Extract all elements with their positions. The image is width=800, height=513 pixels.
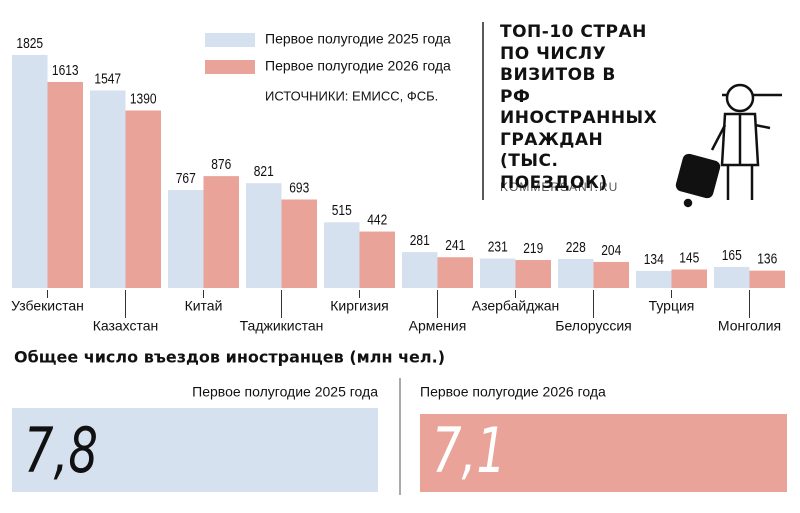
big-number: 7,8	[24, 414, 98, 486]
value-label: 442	[367, 211, 387, 228]
bar	[281, 199, 317, 288]
x-tick-label: Киргизия	[330, 298, 389, 314]
value-label: 876	[211, 156, 231, 173]
bar	[671, 269, 707, 288]
bar	[125, 110, 161, 288]
x-tick-label: Армения	[409, 318, 467, 334]
big-number: 7,1	[432, 414, 506, 486]
source: ИСТОЧНИКИ: ЕМИСС, ФСБ.	[265, 88, 438, 103]
bar	[47, 82, 83, 288]
x-tick-label: Казахстан	[93, 318, 159, 334]
value-label: 515	[332, 202, 352, 219]
value-label: 1825	[16, 35, 43, 52]
bar	[636, 270, 672, 288]
bar	[558, 258, 594, 288]
value-label: 134	[644, 251, 664, 268]
legend-swatch	[205, 60, 255, 74]
bar	[324, 222, 360, 288]
value-label: 165	[722, 247, 742, 264]
chart-title: ТОП-10 СТРАН ПО ЧИСЛУ ВИЗИТОВ В РФ ИНОСТ…	[500, 22, 658, 193]
value-label: 693	[289, 179, 309, 196]
value-label: 281	[410, 232, 430, 249]
value-label: 228	[566, 239, 586, 256]
bar	[593, 261, 629, 288]
bar	[246, 183, 282, 288]
x-tick-label: Белоруссия	[555, 318, 632, 334]
x-tick-label: Азербайджан	[472, 298, 560, 314]
legend-swatch	[205, 33, 255, 47]
value-label: 767	[176, 170, 196, 187]
value-label: 241	[445, 237, 465, 254]
credit: KOMMERSANT.RU	[500, 180, 618, 194]
panel	[420, 414, 787, 492]
value-label: 821	[254, 163, 274, 180]
bar	[12, 54, 48, 289]
bar	[402, 252, 438, 288]
section-title: Общее число въездов иностранцев (млн чел…	[14, 348, 445, 367]
value-label: 204	[601, 242, 621, 259]
x-tick-label: Китай	[185, 298, 223, 314]
panel	[12, 408, 378, 492]
x-tick-label: Монголия	[718, 318, 781, 334]
x-tick-label: Узбекистан	[11, 298, 84, 314]
bar	[714, 266, 750, 288]
bar	[203, 176, 239, 288]
panel-label: Первое полугодие 2025 года	[192, 384, 378, 400]
value-label: 136	[757, 250, 777, 267]
x-tick-label: Турция	[649, 298, 695, 314]
bar	[90, 90, 126, 289]
value-label: 1390	[130, 90, 157, 107]
bar	[480, 258, 516, 288]
value-label: 219	[523, 240, 543, 257]
bar	[515, 260, 551, 288]
value-label: 231	[488, 238, 508, 255]
traveler-icon	[675, 83, 782, 208]
legend-label: Первое полугодие 2026 года	[265, 58, 451, 74]
value-label: 145	[679, 249, 699, 266]
bar	[168, 190, 204, 288]
x-tick-label: Таджикистан	[240, 318, 324, 334]
legend-label: Первое полугодие 2025 года	[265, 31, 451, 47]
bar	[359, 231, 395, 288]
panel-label: Первое полугодие 2026 года	[420, 384, 606, 400]
value-label: 1547	[94, 70, 121, 87]
bar	[749, 270, 785, 288]
value-label: 1613	[52, 62, 79, 79]
bar	[437, 257, 473, 288]
